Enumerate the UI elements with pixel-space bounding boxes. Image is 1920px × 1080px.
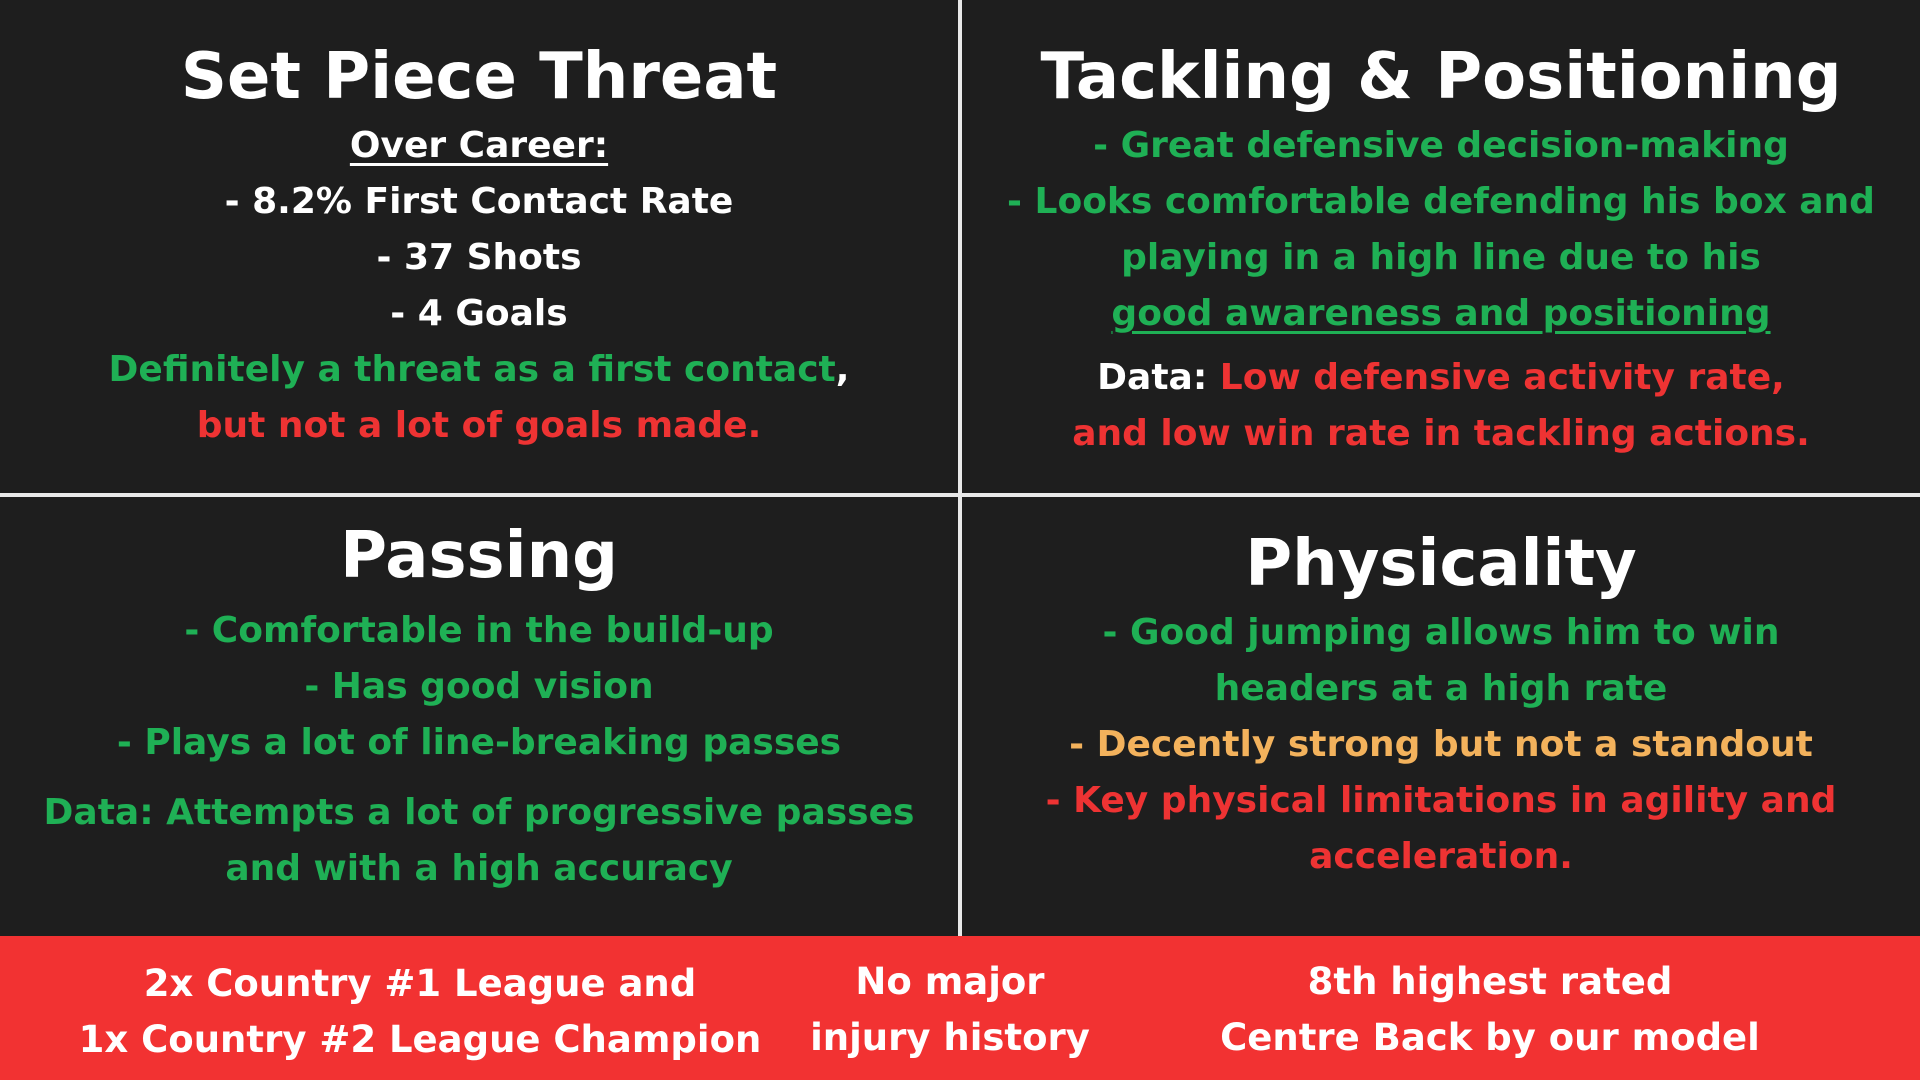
set-piece-summary-line: Definitely a threat as a first contact, bbox=[0, 342, 958, 398]
tackling-title: Tackling & Positioning bbox=[1040, 40, 1842, 114]
info-grid: Set Piece Threat Over Career: - 8.2% Fir… bbox=[0, 0, 1920, 936]
tackling-panel: Tackling & Positioning - Great defensive… bbox=[962, 0, 1920, 462]
set-piece-item: - 8.2% First Contact Rate bbox=[224, 181, 734, 222]
passing-line: - Comfortable in the build-up bbox=[184, 610, 774, 651]
physicality-line: - Key physical limitations in agility an… bbox=[1045, 780, 1837, 821]
physicality-panel: Physicality - Good jumping allows him to… bbox=[962, 497, 1920, 885]
physicality-line: - Good jumping allows him to win bbox=[1102, 612, 1780, 653]
tackling-data-line: Data: Low defensive activity rate, bbox=[962, 350, 1920, 406]
physicality-line: - Decently strong but not a standout bbox=[1069, 724, 1813, 765]
set-piece-item: - 37 Shots bbox=[376, 237, 582, 278]
tackling-line: - Looks comfortable defending his box an… bbox=[1007, 181, 1875, 222]
honours-line: 2x Country #1 League and bbox=[143, 962, 697, 1005]
set-piece-summary-red: but not a lot of goals made. bbox=[196, 405, 762, 446]
injury-block: No major injury history bbox=[790, 954, 1110, 1066]
set-piece-title: Set Piece Threat bbox=[180, 40, 778, 114]
tackling-line: playing in a high line due to his bbox=[1121, 237, 1761, 278]
passing-line: - Plays a lot of line-breaking passes bbox=[116, 722, 842, 763]
vertical-divider bbox=[958, 0, 962, 936]
passing-data-line: Data: Attempts a lot of progressive pass… bbox=[43, 792, 915, 833]
tackling-line: good awareness and positioning bbox=[1111, 293, 1771, 334]
set-piece-subtitle: Over Career: bbox=[349, 125, 609, 166]
passing-data-line: and with a high accuracy bbox=[225, 848, 733, 889]
tackling-data-label: Data: bbox=[1097, 357, 1208, 398]
passing-line: - Has good vision bbox=[304, 666, 654, 707]
injury-line: No major bbox=[855, 960, 1045, 1003]
injury-line: injury history bbox=[810, 1016, 1090, 1059]
honours-line: 1x Country #2 League Champion bbox=[78, 1018, 762, 1061]
set-piece-item: - 4 Goals bbox=[390, 293, 568, 334]
rating-line: 8th highest rated bbox=[1307, 960, 1673, 1003]
physicality-title: Physicality bbox=[1245, 527, 1637, 601]
tackling-line: - Great defensive decision-making bbox=[1093, 125, 1789, 166]
horizontal-divider bbox=[0, 493, 1920, 497]
set-piece-panel: Set Piece Threat Over Career: - 8.2% Fir… bbox=[0, 0, 958, 454]
tackling-data-red-2: and low win rate in tackling actions. bbox=[1072, 413, 1810, 454]
tackling-data-red: Low defensive activity rate, bbox=[1219, 357, 1785, 398]
physicality-line: acceleration. bbox=[1309, 836, 1573, 877]
passing-title: Passing bbox=[340, 519, 618, 593]
rating-block: 8th highest rated Centre Back by our mod… bbox=[1180, 954, 1800, 1066]
physicality-line: headers at a high rate bbox=[1214, 668, 1668, 709]
honours-block: 2x Country #1 League and 1x Country #2 L… bbox=[60, 956, 780, 1068]
set-piece-summary-comma: , bbox=[835, 349, 850, 390]
passing-panel: Passing - Comfortable in the build-up - … bbox=[0, 497, 958, 897]
set-piece-summary-green: Definitely a threat as a first contact bbox=[108, 349, 836, 390]
rating-line: Centre Back by our model bbox=[1220, 1016, 1760, 1059]
footer-banner: 2x Country #1 League and 1x Country #2 L… bbox=[0, 936, 1920, 1080]
